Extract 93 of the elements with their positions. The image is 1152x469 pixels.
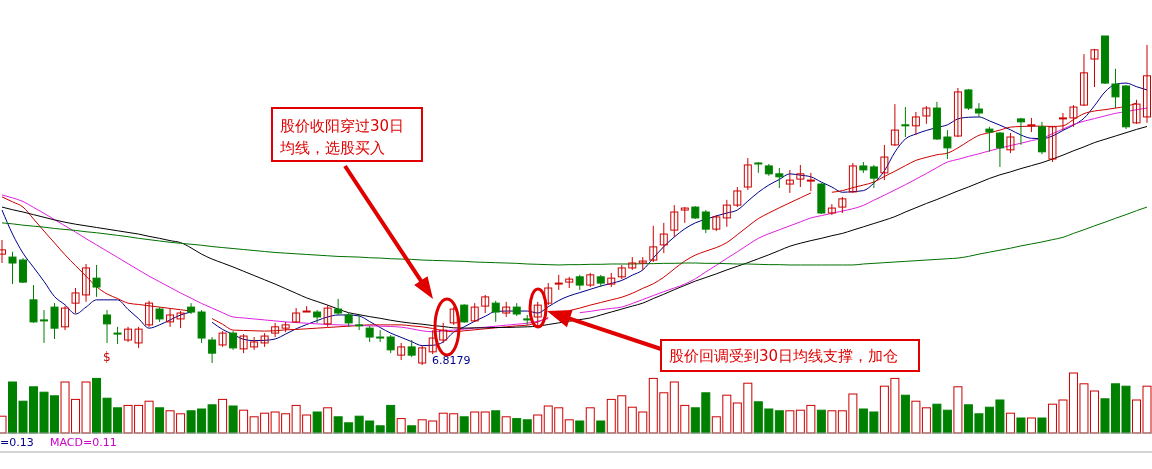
bar	[480, 411, 490, 434]
bar	[1026, 417, 1036, 434]
annotation: 6.8179	[432, 354, 471, 367]
bar	[575, 420, 585, 434]
candlestick	[880, 144, 889, 181]
candlestick	[386, 334, 395, 354]
candlestick	[470, 302, 479, 323]
bar	[774, 410, 784, 434]
candlestick	[103, 309, 112, 344]
bar	[491, 410, 501, 434]
candlestick	[869, 164, 878, 189]
candlestick	[1111, 68, 1120, 109]
candlestick	[943, 129, 952, 160]
candlestick	[71, 287, 80, 314]
candlestick	[806, 172, 815, 192]
bar	[155, 407, 165, 434]
candlestick	[911, 111, 920, 136]
candlestick	[229, 330, 238, 351]
bar	[470, 411, 480, 434]
text: MACD=0.11	[50, 436, 117, 449]
candlestick	[995, 131, 1004, 168]
candlestick	[239, 333, 248, 354]
candlestick	[722, 199, 731, 228]
candlestick	[1058, 112, 1067, 131]
annotation: $	[103, 350, 111, 364]
candlestick	[50, 302, 59, 340]
bar	[1037, 417, 1047, 434]
candlestick	[92, 264, 101, 298]
candlestick	[733, 186, 742, 208]
candlestick	[19, 257, 28, 284]
bar	[218, 398, 228, 434]
candlestick	[796, 164, 805, 188]
candlestick	[533, 301, 542, 328]
bar	[900, 394, 910, 434]
candlestick	[491, 300, 500, 323]
candlestick	[1006, 132, 1015, 154]
candlestick	[1143, 44, 1151, 124]
text: =0.13	[0, 436, 34, 449]
candlestick	[848, 162, 857, 194]
bar	[785, 410, 795, 434]
candlestick	[1016, 117, 1025, 146]
bar	[396, 418, 406, 434]
bar	[816, 409, 826, 434]
candlestick	[670, 204, 679, 238]
annotation: 股价收阳穿过30日均线，选股买入	[279, 117, 405, 157]
candlestick	[481, 294, 490, 314]
bar	[522, 419, 532, 434]
bar	[596, 420, 606, 434]
candlestick	[460, 303, 469, 324]
candlestick	[1048, 125, 1057, 163]
bar	[512, 418, 522, 434]
candlestick	[208, 336, 217, 364]
candlestick	[743, 157, 752, 191]
bar	[533, 414, 543, 434]
bar	[323, 407, 333, 434]
candlestick	[250, 336, 259, 351]
candlestick	[1090, 48, 1099, 88]
candlestick	[124, 326, 133, 343]
bar	[953, 386, 963, 434]
candlestick	[985, 126, 994, 153]
bar	[459, 416, 469, 434]
bar	[564, 419, 574, 434]
annotation: 股价回调受到30日均线支撑，加仓	[669, 347, 899, 365]
candlestick	[827, 203, 836, 216]
candlestick	[29, 284, 38, 324]
candlestick	[775, 167, 784, 189]
candlestick	[953, 87, 962, 138]
candlestick	[418, 345, 427, 366]
candlestick	[145, 300, 154, 328]
candlestick	[40, 309, 49, 344]
candlestick	[701, 209, 710, 234]
candlestick	[313, 309, 322, 324]
candlestick	[974, 102, 983, 118]
candlestick	[649, 225, 658, 263]
candlestick	[8, 251, 17, 285]
candlestick	[292, 307, 301, 324]
bar	[501, 416, 511, 434]
candlestick	[166, 307, 175, 328]
candlestick	[890, 103, 899, 147]
candlestick	[785, 169, 794, 194]
bar	[585, 407, 595, 434]
candlestick	[1079, 53, 1088, 107]
candlestick	[61, 305, 70, 331]
candlestick	[659, 222, 668, 254]
bar	[1005, 412, 1015, 434]
bar	[312, 411, 322, 434]
candlestick	[901, 106, 910, 138]
candlestick	[334, 298, 343, 316]
bar	[1016, 417, 1026, 434]
candlestick	[323, 304, 332, 328]
candlestick	[82, 263, 91, 303]
bar	[228, 405, 238, 434]
candlestick	[134, 326, 143, 349]
